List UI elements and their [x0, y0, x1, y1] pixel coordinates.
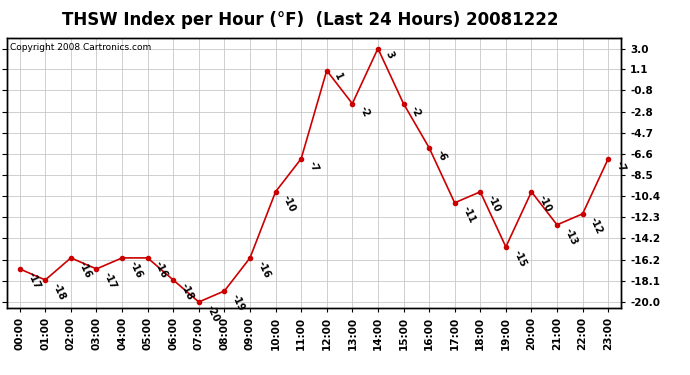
Text: -12: -12 — [588, 215, 604, 235]
Text: -7: -7 — [614, 160, 627, 174]
Text: -16: -16 — [77, 259, 93, 279]
Text: 3: 3 — [384, 50, 395, 60]
Text: -17: -17 — [26, 270, 41, 290]
Text: -10: -10 — [281, 193, 297, 213]
Text: -11: -11 — [460, 204, 477, 224]
Text: -20: -20 — [204, 303, 221, 324]
Text: Copyright 2008 Cartronics.com: Copyright 2008 Cartronics.com — [10, 43, 151, 52]
Text: -16: -16 — [153, 259, 170, 279]
Text: -13: -13 — [562, 226, 579, 246]
Text: -6: -6 — [435, 149, 448, 163]
Text: 1: 1 — [333, 72, 344, 82]
Text: -10: -10 — [486, 193, 502, 213]
Text: -18: -18 — [51, 281, 68, 302]
Text: -15: -15 — [511, 248, 528, 268]
Text: -7: -7 — [307, 160, 320, 174]
Text: THSW Index per Hour (°F)  (Last 24 Hours) 20081222: THSW Index per Hour (°F) (Last 24 Hours)… — [62, 11, 559, 29]
Text: -17: -17 — [102, 270, 119, 290]
Text: -16: -16 — [128, 259, 144, 279]
Text: -19: -19 — [230, 292, 246, 312]
Text: -2: -2 — [358, 105, 371, 119]
Text: -16: -16 — [255, 259, 272, 279]
Text: -2: -2 — [409, 105, 423, 119]
Text: -18: -18 — [179, 281, 195, 302]
Text: -10: -10 — [537, 193, 553, 213]
